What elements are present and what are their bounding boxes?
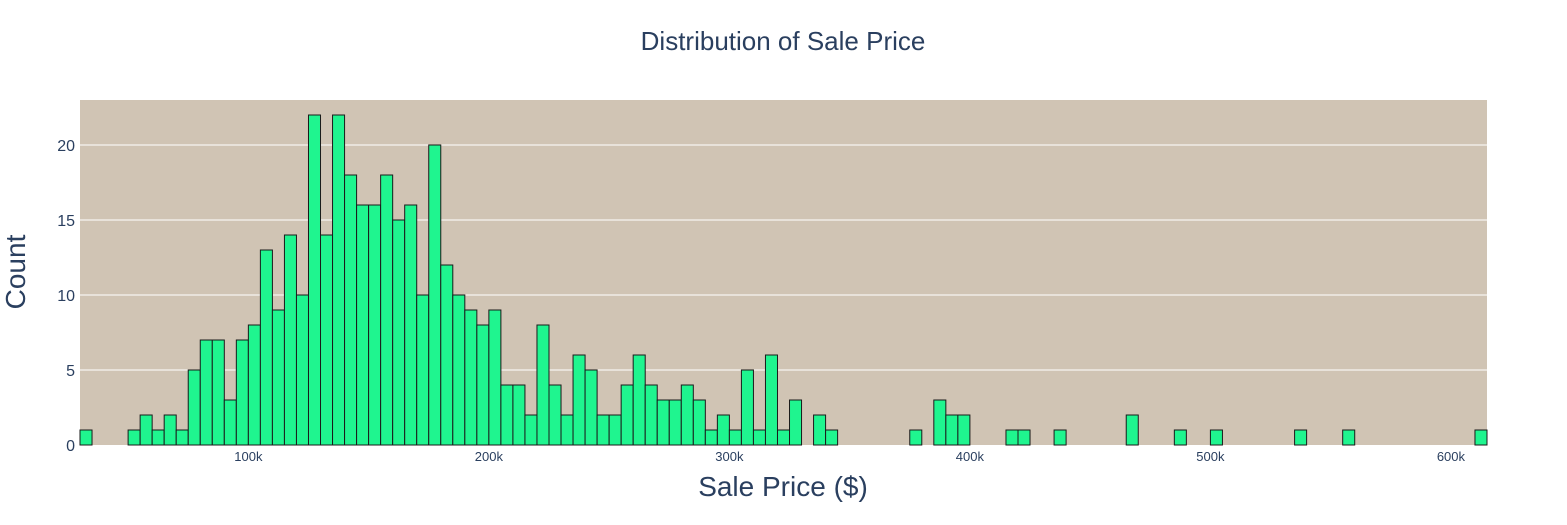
bar-295000 — [716, 414, 730, 446]
y-tick-label-5: 5 — [66, 363, 75, 380]
bar-105000 — [259, 249, 273, 446]
bar-175000 — [428, 144, 442, 446]
bar-375000 — [909, 429, 923, 446]
bar-280000 — [680, 384, 694, 446]
bar-335000 — [813, 414, 827, 446]
x-tick-label-100k: 100k — [234, 449, 263, 464]
y-tick-label-0: 0 — [66, 438, 75, 455]
bar-160000 — [392, 219, 406, 446]
bar-435000 — [1053, 429, 1067, 446]
x-tick-label-600k: 600k — [1437, 449, 1466, 464]
bar-200000 — [488, 309, 502, 446]
bar-60000 — [151, 429, 165, 446]
bar-240000 — [584, 369, 598, 446]
bar-270000 — [656, 399, 670, 446]
x-axis-ticks: 100k 200k 300k 400k 500k 600k — [234, 449, 1465, 464]
bar-100000 — [247, 324, 261, 446]
y-tick-label-20: 20 — [57, 138, 75, 155]
bar-140000 — [344, 174, 358, 446]
bar-80000 — [199, 339, 213, 446]
bar-395000 — [957, 414, 971, 446]
bar-310000 — [752, 429, 766, 446]
y-tick-label-10: 10 — [57, 288, 75, 305]
y-axis-title: Count — [0, 234, 31, 309]
bar-230000 — [560, 414, 574, 446]
bar-260000 — [632, 354, 646, 446]
bar-555000 — [1342, 429, 1356, 446]
bar-390000 — [945, 414, 959, 446]
bar-170000 — [416, 294, 430, 446]
bar-485000 — [1173, 429, 1187, 446]
bar-90000 — [223, 399, 237, 446]
bar-235000 — [572, 354, 586, 446]
x-tick-label-300k: 300k — [715, 449, 744, 464]
chart-title: Distribution of Sale Price — [641, 26, 926, 56]
bar-50000 — [127, 429, 141, 446]
x-tick-label-500k: 500k — [1196, 449, 1225, 464]
bar-75000 — [187, 369, 201, 446]
bar-180000 — [440, 264, 454, 446]
bar-145000 — [356, 204, 370, 446]
bar-225000 — [548, 384, 562, 446]
bar-255000 — [620, 384, 634, 446]
bar-320000 — [776, 429, 791, 446]
bar-95000 — [235, 339, 249, 446]
bar-305000 — [740, 369, 754, 446]
bar-315000 — [764, 354, 778, 446]
bar-210000 — [512, 384, 526, 446]
bar-190000 — [464, 309, 478, 446]
bar-125000 — [307, 114, 322, 446]
bar-30000 — [79, 429, 93, 446]
bar-285000 — [692, 399, 706, 446]
bar-265000 — [644, 384, 658, 446]
y-axis-ticks: 0 5 10 15 20 — [57, 138, 75, 455]
bar-325000 — [789, 399, 803, 446]
bar-385000 — [933, 399, 947, 446]
bar-110000 — [271, 309, 285, 446]
bar-215000 — [524, 414, 538, 446]
bar-205000 — [500, 384, 514, 446]
bars — [79, 114, 1488, 446]
x-tick-label-400k: 400k — [956, 449, 985, 464]
bar-135000 — [332, 114, 346, 446]
bar-150000 — [368, 204, 382, 446]
bar-275000 — [668, 399, 682, 446]
bar-120000 — [295, 294, 309, 446]
bar-55000 — [139, 414, 153, 446]
bar-65000 — [163, 414, 177, 446]
bar-245000 — [596, 414, 610, 446]
bar-250000 — [608, 414, 622, 446]
bar-70000 — [175, 429, 189, 446]
bar-195000 — [476, 324, 490, 446]
bar-465000 — [1125, 414, 1139, 446]
bar-290000 — [704, 429, 718, 446]
bar-115000 — [283, 234, 297, 446]
bar-610000 — [1474, 429, 1488, 446]
bar-500000 — [1209, 429, 1223, 446]
y-tick-label-15: 15 — [57, 213, 75, 230]
x-tick-label-200k: 200k — [475, 449, 504, 464]
bar-340000 — [825, 429, 839, 446]
bar-415000 — [1005, 429, 1019, 446]
bar-165000 — [404, 204, 418, 446]
bar-130000 — [320, 234, 334, 446]
bar-155000 — [380, 174, 394, 446]
x-axis-title: Sale Price ($) — [698, 471, 868, 502]
bar-220000 — [536, 324, 550, 446]
bar-300000 — [728, 429, 742, 446]
bar-535000 — [1294, 429, 1308, 446]
bar-85000 — [211, 339, 225, 446]
bar-420000 — [1017, 429, 1031, 446]
bar-185000 — [452, 294, 466, 446]
